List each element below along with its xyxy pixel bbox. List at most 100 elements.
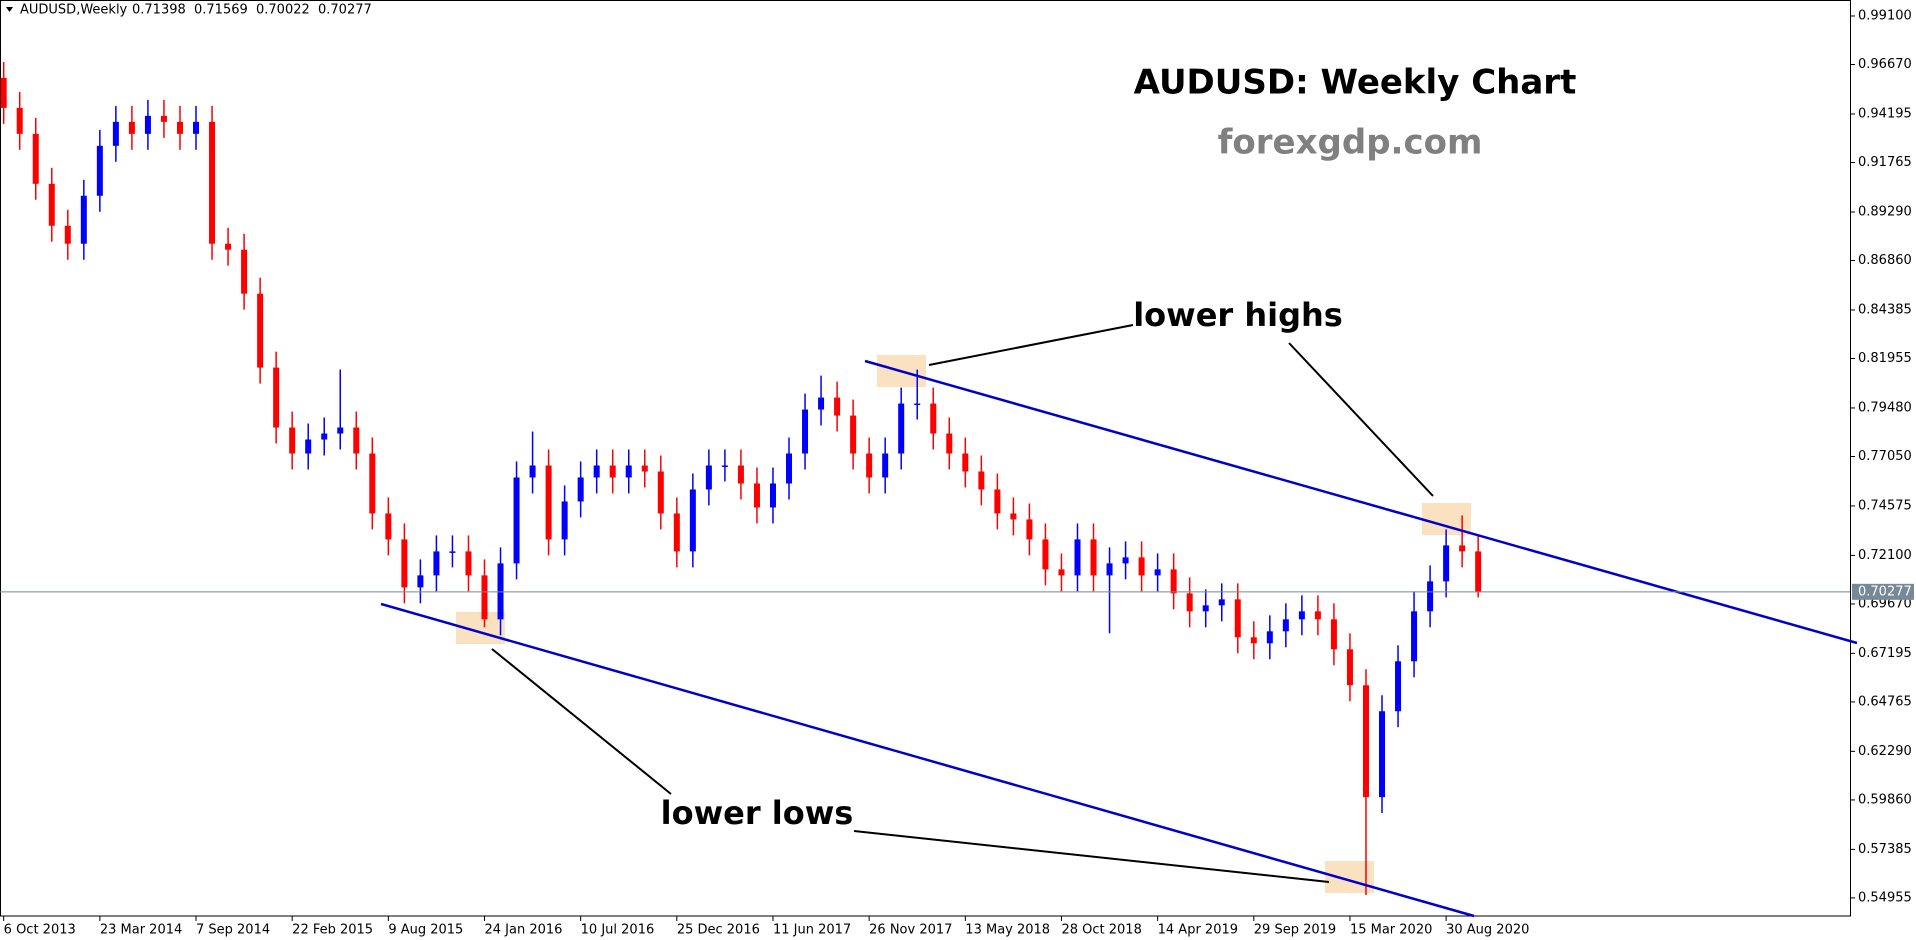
candle-body <box>625 465 632 478</box>
y-tick-label: 0.67195 <box>1858 646 1912 661</box>
y-tick-label: 0.62290 <box>1858 744 1912 759</box>
candle-body <box>193 121 200 134</box>
candle-body <box>32 133 39 184</box>
candle-body <box>257 293 264 368</box>
candle-body <box>1122 557 1129 564</box>
candle-body <box>1459 545 1466 552</box>
candle-body <box>545 465 552 540</box>
y-tick-label: 0.72100 <box>1858 548 1912 563</box>
candle-body <box>1346 649 1353 686</box>
candle-body <box>1218 599 1225 606</box>
candle-body <box>705 465 712 490</box>
candle-body <box>321 433 328 440</box>
candle-body <box>80 195 87 244</box>
x-tick-label: 9 Aug 2015 <box>388 923 463 938</box>
candle-body <box>769 483 776 508</box>
candle-body <box>176 121 183 134</box>
candle-body <box>128 121 135 134</box>
candle-body <box>1074 539 1081 576</box>
candle-body <box>994 489 1001 514</box>
candle-body <box>1026 519 1033 540</box>
y-tick-label: 0.86860 <box>1858 253 1912 268</box>
x-tick-label: 28 Oct 2018 <box>1061 923 1141 938</box>
current-price-box <box>1852 583 1914 600</box>
x-tick-label: 26 Nov 2017 <box>869 923 952 938</box>
y-tick-label: 0.54955 <box>1858 890 1912 905</box>
candle-body <box>481 575 488 620</box>
candle-body <box>1411 611 1418 662</box>
candle-body <box>385 513 392 540</box>
candle-body <box>721 465 728 467</box>
x-tick-label: 11 Jun 2017 <box>773 923 851 938</box>
y-tick-label: 0.91765 <box>1858 155 1912 170</box>
candle-body <box>1475 551 1482 592</box>
candle-body <box>1282 619 1289 632</box>
candle-body <box>561 501 568 540</box>
candle-body <box>1234 599 1241 638</box>
candle-body <box>962 453 969 472</box>
y-tick-label: 0.79480 <box>1858 400 1912 415</box>
candle-body <box>337 427 344 434</box>
candle-body <box>96 145 103 196</box>
candle-body <box>673 513 680 552</box>
y-tick-label: 0.96670 <box>1858 57 1912 72</box>
x-tick-label: 29 Sep 2019 <box>1254 923 1336 938</box>
candle-body <box>689 489 696 552</box>
menu-arrow[interactable] <box>6 7 13 12</box>
candle-body <box>930 403 937 434</box>
trend-line-lower <box>380 602 1475 918</box>
candle-body <box>914 403 921 406</box>
candle-body <box>1170 569 1177 594</box>
x-tick-label: 23 Mar 2014 <box>100 923 182 938</box>
candle-body <box>802 409 809 454</box>
candle-body <box>144 115 151 134</box>
candle-body <box>786 453 793 484</box>
candle-body <box>0 77 7 108</box>
candle-body <box>1314 611 1321 620</box>
y-tick-label: 0.69670 <box>1858 596 1912 611</box>
candle-body <box>1330 619 1337 650</box>
candle-body <box>1042 539 1049 570</box>
x-tick-label: 25 Dec 2016 <box>677 923 760 938</box>
candle-body <box>753 483 760 508</box>
candle-body <box>1138 557 1145 576</box>
candle-body <box>1186 593 1193 612</box>
candle-body <box>882 453 889 478</box>
y-tick-label: 0.99100 <box>1858 8 1912 23</box>
pointer-line <box>491 648 672 795</box>
candle-body <box>1379 711 1386 798</box>
chart-title: AUDUSD: Weekly Chart <box>1134 63 1577 103</box>
annotation: lower lows <box>661 794 854 832</box>
candle-body <box>273 367 280 428</box>
candle-body <box>1090 539 1097 576</box>
candle-body <box>593 465 600 478</box>
candle-body <box>866 453 873 478</box>
candle-body <box>850 415 857 454</box>
x-tick-label: 24 Jan 2016 <box>484 923 562 938</box>
candle-body <box>48 183 55 226</box>
candle-body <box>64 225 71 244</box>
plot-frame <box>0 0 1851 917</box>
candle-body <box>1154 569 1161 576</box>
trend-line-upper <box>864 359 1858 645</box>
symbol-header: AUDUSD,Weekly <box>20 3 128 18</box>
candle-body <box>369 453 376 514</box>
y-tick-label: 0.64765 <box>1858 694 1912 709</box>
y-tick-label: 0.57385 <box>1858 842 1912 857</box>
candle-body <box>433 551 440 576</box>
candle-body <box>946 433 953 454</box>
candle-body <box>1298 611 1305 620</box>
pointer-line <box>1288 342 1434 497</box>
header-value: 0.70022 <box>256 3 310 18</box>
x-tick-label: 7 Sep 2014 <box>196 923 270 938</box>
candle-body <box>609 465 616 478</box>
x-tick-label: 22 Feb 2015 <box>292 923 373 938</box>
candle-body <box>641 465 648 472</box>
candle-body <box>112 121 119 146</box>
candle-body <box>160 115 167 122</box>
y-tick-label: 0.74575 <box>1858 498 1912 513</box>
candle-body <box>16 107 23 134</box>
annotation: lower highs <box>1133 296 1343 334</box>
x-tick-label: 13 May 2018 <box>965 923 1050 938</box>
